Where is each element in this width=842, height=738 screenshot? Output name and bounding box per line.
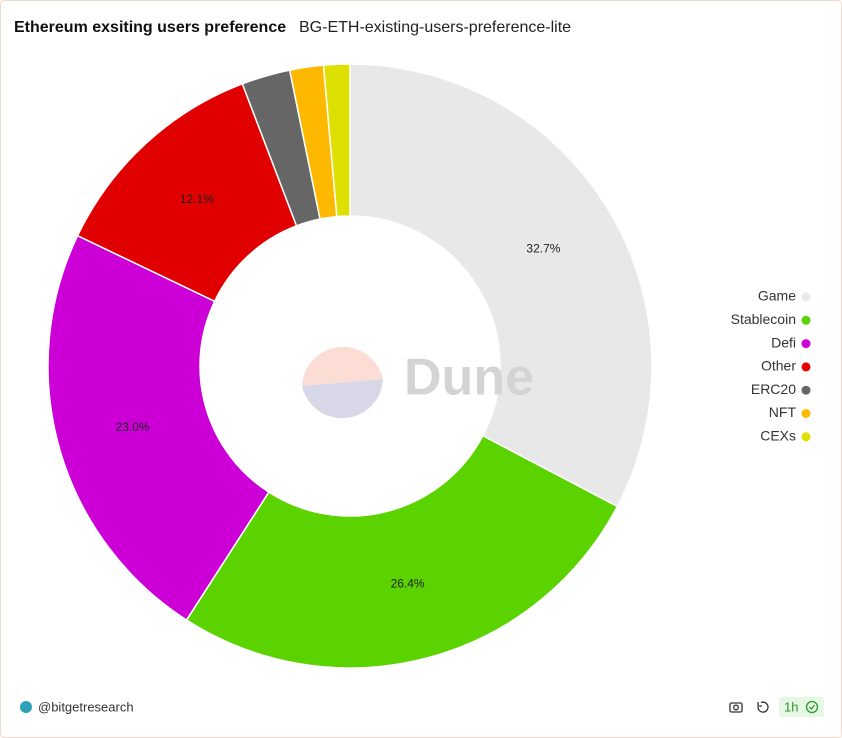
legend: Game Stablecoin Defi Other ERC20 NFT CEXs [731,288,811,444]
legend-label: ERC20 [751,381,796,397]
slice-label: 23.0% [116,420,150,434]
slice [185,434,619,669]
chart-title: Ethereum exsiting users preference [14,19,286,36]
slice [47,234,270,622]
slice-label: 12.1% [180,192,214,206]
watermark: Dune [404,349,534,407]
camera-icon[interactable] [729,702,743,713]
refresh-interval: 1h [784,699,798,714]
legend-label: NFT [769,404,797,420]
legend-swatch [801,409,811,418]
legend-label: CEXs [760,428,796,444]
check-icon [805,700,819,714]
legend-label: Game [758,288,796,304]
slice [349,63,653,508]
slice-label: 26.4% [391,577,425,591]
refresh-icon[interactable] [757,701,769,713]
legend-swatch [801,432,811,442]
watermark-logo [302,346,383,419]
pie: 32.7% 26.4% 23.0% 12.1% [47,63,653,669]
author-icon [20,701,32,713]
legend-label: Stablecoin [731,311,796,327]
slice-label: 32.7% [526,241,560,255]
legend-swatch [801,292,811,302]
legend-swatch [801,385,811,395]
chart-subtitle: BG-ETH-existing-users-preference-lite [299,19,571,36]
legend-label: Defi [771,334,796,350]
legend-swatch [801,315,811,325]
legend-swatch [801,339,811,349]
legend-swatch [801,362,811,372]
author[interactable]: @bitgetresearch [38,699,134,714]
legend-label: Other [761,358,796,374]
slice [322,63,351,218]
